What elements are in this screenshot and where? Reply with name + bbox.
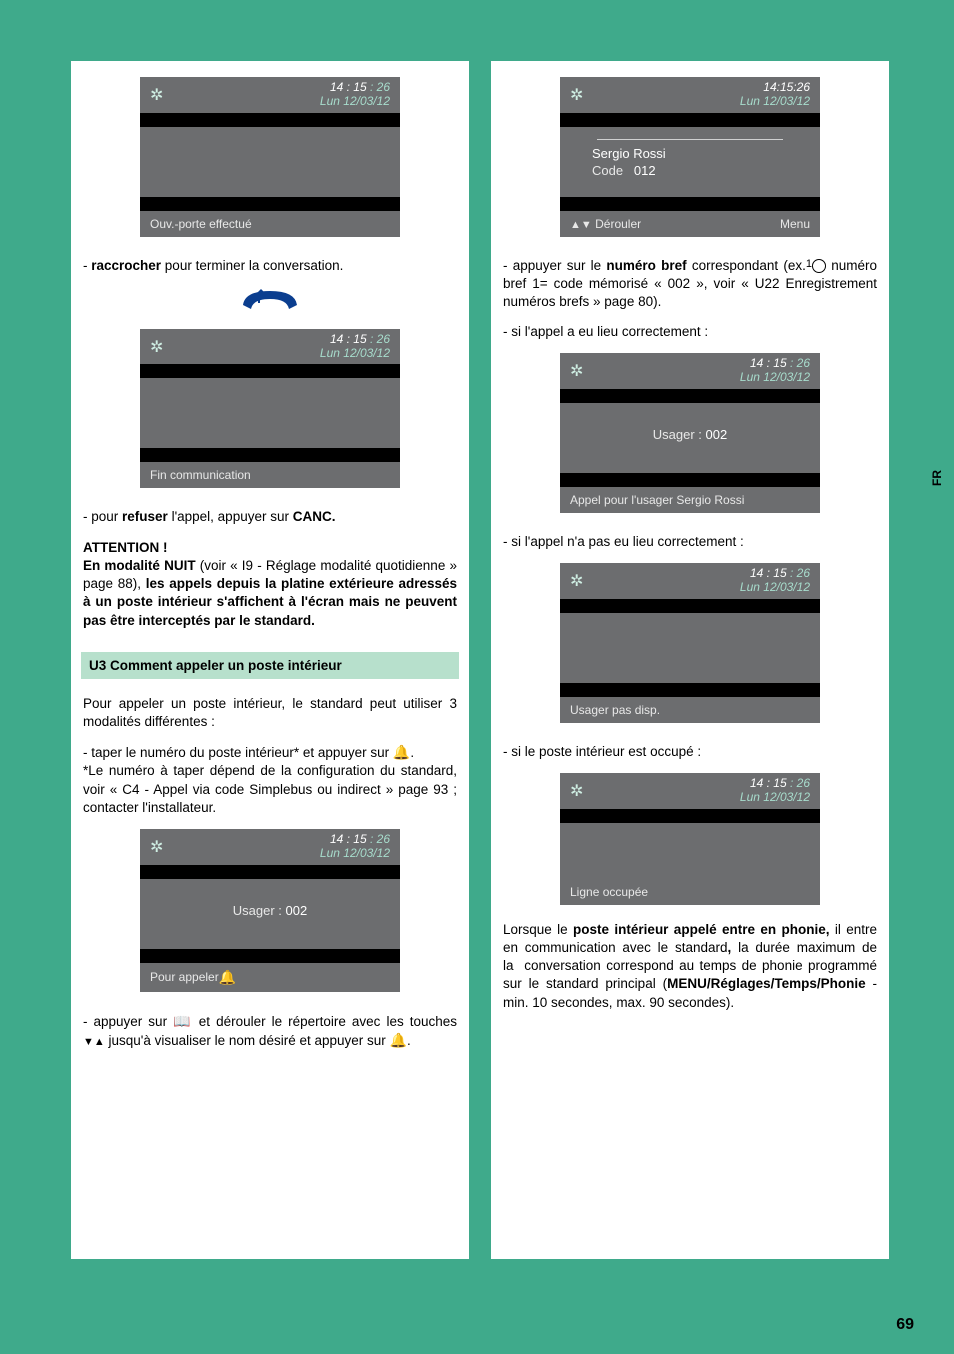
lcd-screen-call-ok: ✲ 14 : 15 : 26 Lun 12/03/12 Usager : 002… [560, 353, 820, 513]
text-busy: - si le poste intérieur est occupé : [503, 743, 877, 761]
lcd-screen-end-comm: ✲ 14 : 15 : 26 Lun 12/03/12 Fin communic… [140, 329, 400, 489]
clock-display: 14 : 15 : 26 Lun 12/03/12 [320, 333, 390, 361]
usager-number: 002 [286, 903, 308, 918]
lcd-screen-door-open: ✲ 14 : 15 : 26 Lun 12/03/12 Ouv.-porte e… [140, 77, 400, 237]
usager-label: Usager : [653, 427, 706, 442]
clock-display: 14 : 15 : 26 Lun 12/03/12 [320, 833, 390, 861]
right-column: ✲ 14:15:26 Lun 12/03/12 Sergio Rossi Cod… [490, 60, 890, 1260]
key-circle-icon [812, 259, 826, 273]
language-tab: FR [930, 470, 944, 486]
clock-display: 14 : 15 : 26 Lun 12/03/12 [740, 777, 810, 805]
status-bar: ▲▼ Dérouler Menu [560, 211, 820, 237]
bell-icon: 🔔 [219, 969, 236, 986]
content-area: ✲ 14 : 15 : 26 Lun 12/03/12 Ouv.-porte e… [70, 60, 890, 1260]
page-number: 69 [896, 1316, 914, 1334]
clock-display: 14:15:26 Lun 12/03/12 [740, 81, 810, 109]
status-bar: Appel pour l'usager Sergio Rossi [560, 487, 820, 513]
scroll-label[interactable]: Dérouler [595, 217, 641, 231]
contact-name: Sergio Rossi [574, 146, 806, 161]
status-bar: Fin communication [140, 462, 400, 488]
bell-icon: 🔔 [390, 1032, 407, 1048]
sun-icon: ✲ [150, 337, 163, 357]
sun-icon: ✲ [150, 85, 163, 105]
text-dial-number: - taper le numéro du poste intérieur* et… [83, 743, 457, 817]
arrow-up-down-icon: ▲▼ [570, 219, 592, 231]
section-heading-u3: U3 Comment appeler un poste intérieur [81, 652, 459, 679]
status-bar: Usager pas disp. [560, 697, 820, 723]
book-icon: 📖 [173, 1013, 193, 1029]
bell-icon: 🔔 [393, 744, 410, 760]
text-attention: ATTENTION ! En modalité NUIT (voir « I9 … [83, 539, 457, 630]
lcd-screen-busy: ✲ 14 : 15 : 26 Lun 12/03/12 Ligne occupé… [560, 773, 820, 905]
status-bar: Pour appeler 🔔 [140, 963, 400, 992]
sun-icon: ✲ [570, 571, 583, 591]
lcd-screen-rossi: ✲ 14:15:26 Lun 12/03/12 Sergio Rossi Cod… [560, 77, 820, 237]
clock-display: 14 : 15 : 26 Lun 12/03/12 [740, 567, 810, 595]
text-phonie: Lorsque le poste intérieur appelé entre … [503, 921, 877, 1012]
text-intro-u3: Pour appeler un poste intérieur, le stan… [83, 695, 457, 731]
code-value: 012 [634, 163, 656, 178]
clock-display: 14 : 15 : 26 Lun 12/03/12 [320, 81, 390, 109]
sun-icon: ✲ [570, 781, 583, 801]
left-column: ✲ 14 : 15 : 26 Lun 12/03/12 Ouv.-porte e… [70, 60, 470, 1260]
sun-icon: ✲ [570, 85, 583, 105]
lcd-screen-usager-call: ✲ 14 : 15 : 26 Lun 12/03/12 Usager : 002… [140, 829, 400, 992]
text-call-fail: - si l'appel n'a pas eu lieu correctemen… [503, 533, 877, 551]
sun-icon: ✲ [150, 837, 163, 857]
text-call-ok: - si l'appel a eu lieu correctement : [503, 323, 877, 341]
sun-icon: ✲ [570, 361, 583, 381]
text-directory: - appuyer sur 📖 et dérouler le répertoir… [83, 1012, 457, 1050]
usager-number: 002 [706, 427, 728, 442]
handset-hangup-icon [235, 285, 305, 321]
menu-label[interactable]: Menu [780, 217, 810, 231]
lcd-screen-not-avail: ✲ 14 : 15 : 26 Lun 12/03/12 Usager pas d… [560, 563, 820, 723]
text-refuse: - pour refuser l'appel, appuyer sur CANC… [83, 508, 457, 526]
text-short-number: - appuyer sur le numéro bref corresponda… [503, 257, 877, 312]
status-bar: Ligne occupée [560, 879, 820, 905]
code-label: Code [592, 163, 623, 178]
arrow-down-up-icon: ▼▲ [83, 1036, 105, 1048]
status-bar: Ouv.-porte effectué [140, 211, 400, 237]
clock-display: 14 : 15 : 26 Lun 12/03/12 [740, 357, 810, 385]
text-hangup: - raccrocher pour terminer la conversati… [83, 257, 457, 275]
usager-label: Usager : [233, 903, 286, 918]
